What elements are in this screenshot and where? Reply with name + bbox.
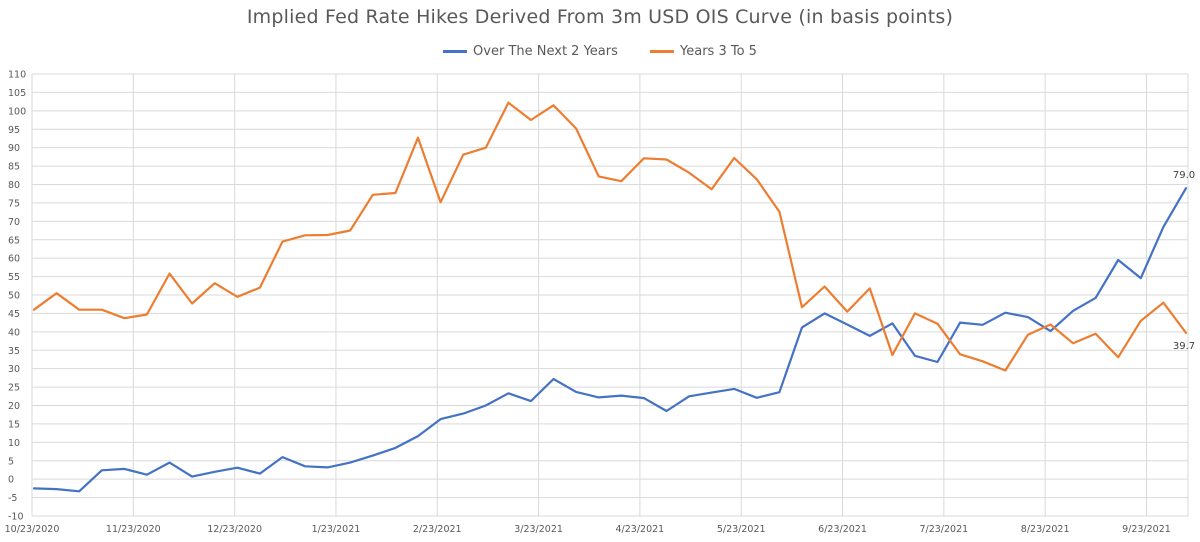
y-tick-label: 95 xyxy=(8,125,20,136)
y-tick-label: 75 xyxy=(8,198,20,209)
x-tick-label: 10/23/2020 xyxy=(5,524,60,535)
x-tick-label: 6/23/2021 xyxy=(818,524,867,535)
y-tick-label: 100 xyxy=(8,106,26,117)
y-tick-label: 105 xyxy=(8,88,26,99)
y-tick-label: 25 xyxy=(8,383,20,394)
y-tick-label: 40 xyxy=(8,327,20,338)
x-tick-label: 1/23/2021 xyxy=(312,524,361,535)
x-tick-label: 11/23/2020 xyxy=(106,524,161,535)
data-label: 39.7 xyxy=(1173,341,1195,352)
x-tick-label: 3/23/2021 xyxy=(514,524,563,535)
data-label: 79.0 xyxy=(1173,170,1195,181)
x-tick-label: 9/23/2021 xyxy=(1122,524,1171,535)
y-tick-label: 0 xyxy=(8,475,14,486)
x-tick-label: 12/23/2020 xyxy=(207,524,262,535)
y-tick-label: 15 xyxy=(8,419,20,430)
series-line-years-3-to-5 xyxy=(32,101,1188,372)
y-tick-label: 45 xyxy=(8,309,20,320)
y-tick-label: 35 xyxy=(8,346,20,357)
legend-item-years-3-to-5[interactable]: Years 3 To 5 xyxy=(650,44,757,59)
legend-swatch-orange xyxy=(650,50,675,53)
y-tick-label: 5 xyxy=(8,456,14,467)
y-tick-label: 10 xyxy=(8,438,20,449)
legend-label: Over The Next 2 Years xyxy=(473,44,618,59)
x-tick-label: 2/23/2021 xyxy=(413,524,462,535)
legend-swatch-blue xyxy=(443,50,468,53)
x-tick-label: 7/23/2021 xyxy=(919,524,968,535)
y-tick-label: 30 xyxy=(8,364,20,375)
y-tick-label: -5 xyxy=(8,493,17,504)
y-tick-label: 20 xyxy=(8,401,20,412)
y-tick-label: 50 xyxy=(8,291,20,302)
legend: Over The Next 2 Years Years 3 To 5 xyxy=(0,42,1200,59)
y-tick-label: 65 xyxy=(8,235,20,246)
legend-label: Years 3 To 5 xyxy=(680,44,757,59)
x-tick-label: 4/23/2021 xyxy=(616,524,665,535)
chart-title: Implied Fed Rate Hikes Derived From 3m U… xyxy=(246,6,954,28)
y-tick-label: 70 xyxy=(8,217,20,228)
legend-item-over-next-2-years[interactable]: Over The Next 2 Years xyxy=(443,44,618,59)
x-tick-label: 8/23/2021 xyxy=(1021,524,1070,535)
y-tick-label: 90 xyxy=(8,143,20,154)
y-tick-label: 55 xyxy=(8,272,20,283)
y-tick-label: 80 xyxy=(8,180,20,191)
y-tick-label: 110 xyxy=(8,70,26,81)
y-tick-label: -10 xyxy=(8,512,24,523)
y-tick-label: 85 xyxy=(8,162,20,173)
y-tick-label: 60 xyxy=(8,254,20,265)
x-tick-label: 5/23/2021 xyxy=(717,524,766,535)
series-line-over-next-2-years xyxy=(32,187,1188,493)
